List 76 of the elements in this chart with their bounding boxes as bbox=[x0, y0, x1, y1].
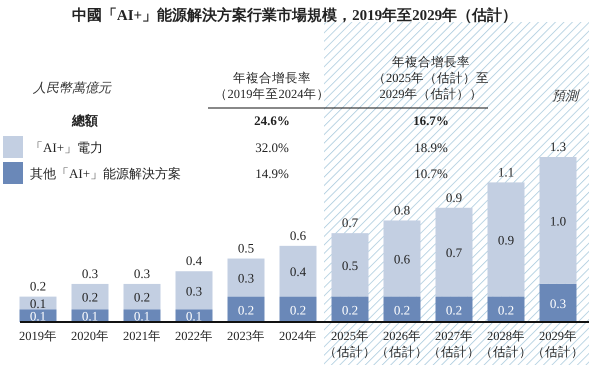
bar bbox=[488, 182, 524, 297]
text: 總額 bbox=[71, 113, 98, 128]
total-label: 0.6 bbox=[290, 228, 307, 243]
x-tick-label: 2026年（估計） bbox=[376, 329, 428, 359]
bar bbox=[436, 208, 472, 297]
data-label: 0.2 bbox=[134, 290, 150, 305]
bar bbox=[488, 296, 524, 322]
data-label: 0.2 bbox=[498, 302, 514, 318]
total-label: 0.2 bbox=[30, 278, 46, 294]
bar bbox=[280, 246, 316, 297]
total-label: 0.4 bbox=[186, 253, 203, 268]
data-label: 0.2 bbox=[342, 302, 358, 318]
legend-label: 「AI+」電力 bbox=[30, 140, 104, 155]
bar bbox=[384, 296, 420, 322]
data-label: 0.3 bbox=[186, 283, 202, 298]
x-tick-label: 2019年 bbox=[19, 329, 57, 343]
data-label: 0.9 bbox=[498, 232, 514, 248]
legend-label: 其他「AI+」能源解決方案 bbox=[30, 166, 182, 181]
data-label: 0.6 bbox=[394, 252, 411, 267]
data-label: 0.2 bbox=[238, 302, 254, 318]
data-label: 0.2 bbox=[290, 302, 306, 318]
x-tick-label: 2022年 bbox=[175, 329, 213, 343]
x-tick-label: 2029年（估計） bbox=[532, 329, 584, 359]
bar bbox=[540, 157, 576, 284]
band-label: 預測 bbox=[552, 88, 580, 103]
total-label: 0.3 bbox=[82, 266, 98, 281]
total-label: 0.8 bbox=[394, 202, 410, 218]
total-label: 1.3 bbox=[550, 139, 566, 154]
data-label: 0.7 bbox=[446, 245, 463, 260]
x-tick-label: 2023年 bbox=[227, 329, 265, 343]
data-label: 0.2 bbox=[394, 302, 410, 318]
total-label: 0.5 bbox=[238, 240, 254, 256]
text: 32.0% bbox=[255, 140, 289, 155]
annotation: 10.7% bbox=[414, 166, 448, 181]
text: 年複合增長率（2025年（估計）至2029年（估計）） bbox=[373, 54, 489, 101]
bar bbox=[332, 233, 368, 297]
x-tick-label: 2027年（估計） bbox=[428, 329, 480, 359]
bar bbox=[124, 284, 160, 310]
data-label: 0.1 bbox=[134, 308, 150, 324]
data-label: 0.1 bbox=[82, 308, 98, 324]
x-tick-label: 2028年（估計） bbox=[480, 329, 532, 359]
total-label: 0.3 bbox=[134, 266, 150, 281]
data-label: 0.1 bbox=[30, 296, 46, 311]
bar bbox=[384, 220, 420, 297]
data-label: 0.2 bbox=[446, 302, 462, 318]
data-label: 0.1 bbox=[186, 308, 202, 324]
bar bbox=[280, 296, 316, 322]
bar bbox=[228, 296, 264, 322]
data-label: 0.1 bbox=[30, 308, 46, 324]
bar bbox=[176, 271, 212, 310]
total-label: 1.1 bbox=[498, 164, 514, 180]
text: 24.6% bbox=[254, 113, 290, 128]
text: 16.7% bbox=[413, 113, 449, 128]
chart-title: 中國「AI+」能源解決方案行業市場規模，2019年至2029年（估計） bbox=[72, 6, 518, 24]
x-tick-label: 2021年 bbox=[123, 329, 161, 343]
total-label: 0.9 bbox=[446, 190, 462, 205]
data-label: 0.3 bbox=[550, 296, 566, 311]
text: 18.9% bbox=[414, 140, 448, 155]
bar bbox=[72, 284, 108, 310]
bar bbox=[436, 296, 472, 322]
data-label: 0.5 bbox=[342, 258, 358, 273]
bar bbox=[540, 284, 576, 322]
x-tick-label: 2025年（估計） bbox=[324, 329, 376, 359]
annotation: 14.9% bbox=[255, 166, 289, 181]
data-label: 0.3 bbox=[238, 270, 254, 286]
bar bbox=[20, 296, 56, 310]
bar bbox=[332, 296, 368, 322]
data-label: 0.4 bbox=[290, 264, 307, 280]
data-label: 0.2 bbox=[82, 290, 98, 305]
x-tick-label: 2020年 bbox=[71, 329, 109, 343]
text: 人民幣萬億元 bbox=[32, 80, 112, 95]
bar bbox=[228, 258, 264, 297]
text: 年複合增長率（2019年至2024年） bbox=[214, 70, 330, 101]
data-label: 1.0 bbox=[550, 213, 566, 228]
total-label: 0.7 bbox=[342, 215, 359, 230]
x-tick-label: 2024年 bbox=[279, 329, 317, 343]
